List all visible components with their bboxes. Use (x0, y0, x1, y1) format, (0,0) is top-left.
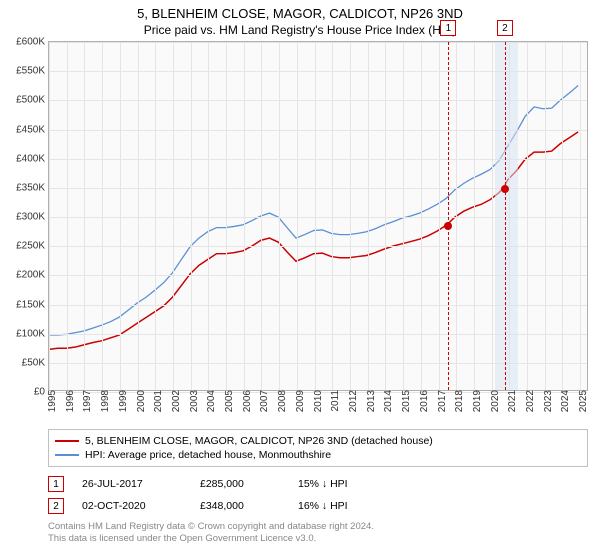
covid-shade (495, 42, 518, 390)
event-delta: 15% ↓ HPI (298, 478, 348, 490)
page-title: 5, BLENHEIM CLOSE, MAGOR, CALDICOT, NP26… (0, 0, 600, 21)
x-tick-label: 2013 (364, 390, 377, 412)
y-tick-label: £450K (16, 124, 49, 135)
legend: 5, BLENHEIM CLOSE, MAGOR, CALDICOT, NP26… (48, 429, 588, 467)
x-tick-label: 2003 (187, 390, 200, 412)
x-tick-label: 1997 (80, 390, 93, 412)
x-tick-label: 2008 (275, 390, 288, 412)
x-tick-label: 2017 (435, 390, 448, 412)
footer-line: Contains HM Land Registry data © Crown c… (48, 521, 588, 533)
x-tick-label: 2016 (417, 390, 430, 412)
x-tick-label: 1996 (63, 390, 76, 412)
events-table: 1 26-JUL-2017 £285,000 15% ↓ HPI 2 02-OC… (48, 473, 588, 517)
x-tick-label: 2004 (204, 390, 217, 412)
event-marker-line: 2 (505, 42, 506, 390)
y-tick-label: £100K (16, 328, 49, 339)
y-tick-label: £400K (16, 153, 49, 164)
x-tick-label: 2022 (523, 390, 536, 412)
event-marker-label: 1 (440, 20, 456, 36)
y-tick-label: £300K (16, 212, 49, 223)
event-date: 26-JUL-2017 (82, 478, 182, 490)
event-date: 02-OCT-2020 (82, 500, 182, 512)
x-tick-label: 2005 (222, 390, 235, 412)
y-tick-label: £550K (16, 66, 49, 77)
x-tick-label: 2018 (452, 390, 465, 412)
x-tick-label: 2007 (257, 390, 270, 412)
x-tick-label: 1999 (116, 390, 129, 412)
x-tick-label: 2015 (399, 390, 412, 412)
legend-item-price-paid: 5, BLENHEIM CLOSE, MAGOR, CALDICOT, NP26… (55, 434, 581, 448)
x-tick-label: 2014 (381, 390, 394, 412)
x-tick-label: 2020 (488, 390, 501, 412)
x-tick-label: 2006 (240, 390, 253, 412)
legend-label: HPI: Average price, detached house, Monm… (85, 449, 331, 461)
event-marker-box: 2 (48, 498, 64, 514)
x-tick-label: 1998 (98, 390, 111, 412)
x-tick-label: 2002 (169, 390, 182, 412)
event-marker-box: 1 (48, 476, 64, 492)
legend-label: 5, BLENHEIM CLOSE, MAGOR, CALDICOT, NP26… (85, 435, 433, 447)
x-tick-label: 2021 (505, 390, 518, 412)
y-tick-label: £50K (22, 357, 49, 368)
y-tick-label: £500K (16, 95, 49, 106)
y-tick-label: £250K (16, 241, 49, 252)
footer: Contains HM Land Registry data © Crown c… (48, 521, 588, 545)
x-tick-label: 2009 (293, 390, 306, 412)
y-tick-label: £600K (16, 37, 49, 48)
footer-line: This data is licensed under the Open Gov… (48, 533, 588, 545)
y-tick-label: £200K (16, 270, 49, 281)
event-row: 1 26-JUL-2017 £285,000 15% ↓ HPI (48, 473, 588, 495)
x-tick-label: 2000 (134, 390, 147, 412)
event-point (444, 222, 452, 230)
x-tick-label: 2019 (470, 390, 483, 412)
x-tick-label: 2011 (328, 390, 341, 412)
x-tick-label: 2001 (151, 390, 164, 412)
y-tick-label: £350K (16, 182, 49, 193)
event-marker-label: 2 (497, 20, 513, 36)
x-tick-label: 2023 (541, 390, 554, 412)
event-row: 2 02-OCT-2020 £348,000 16% ↓ HPI (48, 495, 588, 517)
event-point (501, 185, 509, 193)
x-tick-label: 2025 (576, 390, 589, 412)
x-tick-label: 2012 (346, 390, 359, 412)
legend-swatch (55, 454, 79, 456)
legend-item-hpi: HPI: Average price, detached house, Monm… (55, 448, 581, 462)
y-tick-label: £150K (16, 299, 49, 310)
legend-swatch (55, 440, 79, 442)
event-delta: 16% ↓ HPI (298, 500, 348, 512)
x-tick-label: 1995 (45, 390, 58, 412)
chart-area: £0£50K£100K£150K£200K£250K£300K£350K£400… (48, 41, 588, 391)
x-tick-label: 2010 (311, 390, 324, 412)
event-price: £285,000 (200, 478, 280, 490)
event-price: £348,000 (200, 500, 280, 512)
x-tick-label: 2024 (558, 390, 571, 412)
event-marker-line: 1 (448, 42, 449, 390)
